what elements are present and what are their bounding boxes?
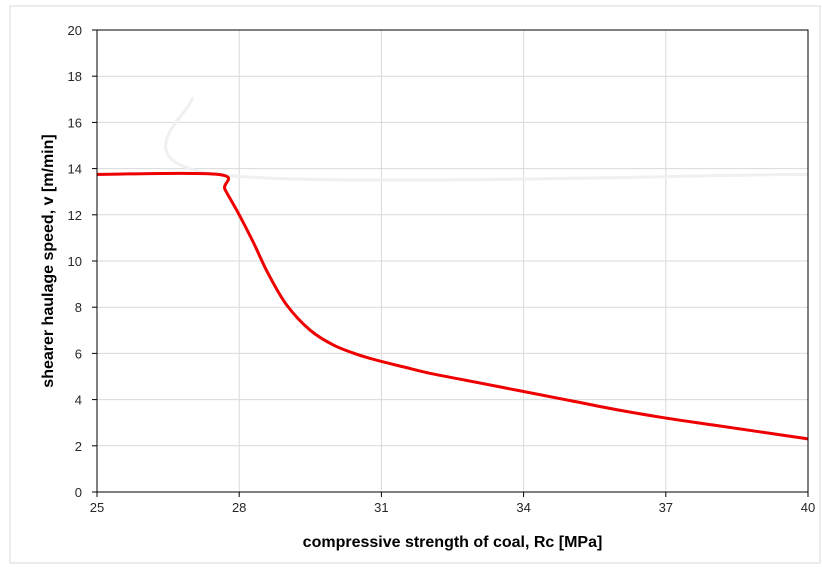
x-tick-label: 37: [659, 500, 673, 515]
y-tick-label: 0: [75, 485, 82, 500]
y-tick-label: 18: [68, 69, 82, 84]
y-tick-label: 8: [75, 300, 82, 315]
series-layer: [96, 96, 809, 441]
y-tick-label: 6: [75, 346, 82, 361]
chart-area-border: [9, 5, 821, 564]
y-tick-label: 16: [68, 115, 82, 130]
y-axis-title: shearer haulage speed, v [m/min]: [40, 134, 57, 387]
x-axis-title: compressive strength of coal, Rc [MPa]: [303, 534, 603, 551]
y-tick-label: 12: [68, 208, 82, 223]
y-tick-label: 20: [68, 23, 82, 38]
y-tick-label: 14: [68, 162, 82, 177]
series-line-2: [96, 171, 809, 441]
y-tick-label: 10: [68, 254, 82, 269]
series-line-1: [164, 96, 809, 182]
x-tick-label: 34: [516, 500, 530, 515]
y-tick-label: 4: [75, 393, 82, 408]
x-tick-label: 25: [90, 500, 104, 515]
x-tick-label: 28: [232, 500, 246, 515]
x-tick-label: 31: [374, 500, 388, 515]
x-tick-label: 40: [801, 500, 815, 515]
tick-labels: 25 28 31 34 37 40 0 2 4 6 8 10 12 14 16 18 20: [68, 23, 816, 515]
y-tick-label: 2: [75, 439, 82, 454]
